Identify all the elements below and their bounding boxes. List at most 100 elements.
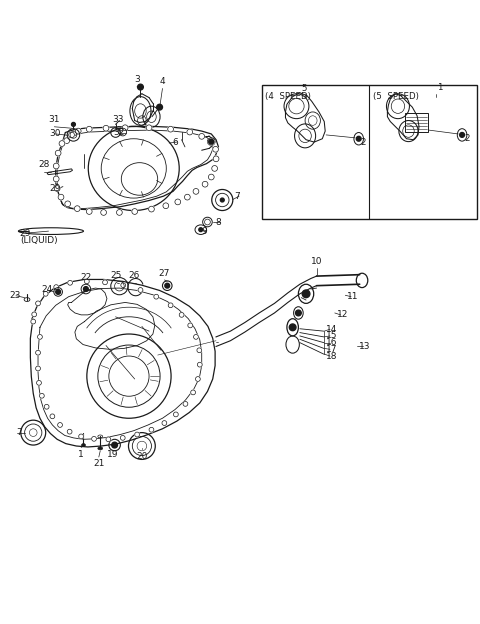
Circle shape (58, 194, 64, 200)
Circle shape (37, 334, 42, 339)
Circle shape (199, 228, 203, 232)
Circle shape (356, 137, 361, 141)
Text: 11: 11 (347, 292, 359, 301)
Circle shape (149, 206, 155, 212)
Circle shape (86, 208, 92, 215)
Circle shape (157, 104, 162, 110)
Circle shape (75, 128, 81, 134)
Circle shape (213, 147, 218, 152)
Circle shape (121, 283, 126, 288)
Circle shape (183, 401, 188, 406)
Circle shape (179, 313, 184, 317)
Circle shape (191, 390, 195, 395)
Circle shape (64, 138, 70, 144)
Circle shape (72, 122, 75, 126)
Circle shape (163, 203, 168, 208)
Circle shape (188, 323, 192, 328)
Text: 33: 33 (112, 115, 124, 124)
Text: 16: 16 (326, 338, 337, 347)
Text: 17: 17 (326, 345, 337, 354)
Circle shape (74, 206, 80, 212)
Circle shape (117, 210, 122, 215)
Circle shape (103, 280, 108, 285)
Circle shape (213, 156, 219, 162)
Text: (4  SPEED): (4 SPEED) (265, 92, 311, 101)
Ellipse shape (82, 444, 85, 447)
Circle shape (86, 126, 92, 132)
Text: 29: 29 (20, 228, 31, 238)
Circle shape (195, 377, 200, 381)
Circle shape (84, 286, 88, 291)
Text: 2: 2 (464, 134, 469, 144)
Circle shape (193, 188, 199, 194)
Circle shape (43, 291, 48, 296)
Text: 6: 6 (172, 138, 178, 147)
Circle shape (135, 432, 140, 437)
Circle shape (165, 283, 169, 288)
Circle shape (58, 422, 62, 427)
Text: 15: 15 (326, 331, 337, 341)
Circle shape (138, 288, 143, 293)
Circle shape (197, 348, 202, 353)
Circle shape (202, 182, 208, 187)
Text: 19: 19 (108, 450, 119, 459)
Text: 25: 25 (111, 271, 122, 280)
Text: 14: 14 (326, 324, 337, 334)
Circle shape (132, 208, 138, 215)
Text: 18: 18 (326, 351, 337, 361)
Bar (405, 113, 428, 132)
Circle shape (112, 442, 118, 448)
Circle shape (36, 350, 40, 355)
Circle shape (175, 199, 180, 205)
Text: 27: 27 (159, 268, 170, 278)
Circle shape (53, 163, 59, 169)
Text: 9: 9 (202, 227, 207, 236)
Circle shape (460, 132, 465, 137)
Text: 31: 31 (48, 115, 60, 124)
Text: 4: 4 (160, 77, 165, 86)
Circle shape (32, 312, 36, 317)
Circle shape (212, 165, 217, 172)
Text: (LIQUID): (LIQUID) (20, 236, 58, 245)
Bar (262, 85, 477, 218)
Circle shape (122, 125, 128, 130)
Circle shape (59, 140, 65, 147)
Text: 28: 28 (38, 160, 49, 169)
Circle shape (149, 427, 154, 432)
Text: 2: 2 (360, 138, 366, 147)
Text: 21: 21 (93, 459, 105, 469)
Circle shape (154, 295, 158, 299)
Text: 8: 8 (215, 218, 221, 227)
Text: 3: 3 (134, 75, 140, 84)
Circle shape (101, 210, 107, 215)
Circle shape (50, 414, 55, 419)
Circle shape (36, 381, 41, 385)
Text: 26: 26 (128, 271, 139, 280)
Circle shape (65, 201, 71, 207)
Circle shape (209, 139, 214, 144)
Text: 12: 12 (336, 310, 348, 319)
Circle shape (208, 139, 214, 145)
Circle shape (44, 404, 49, 409)
Circle shape (302, 290, 310, 298)
Circle shape (168, 303, 173, 308)
Circle shape (173, 412, 178, 417)
Circle shape (67, 429, 72, 434)
Circle shape (103, 125, 109, 131)
Circle shape (193, 334, 198, 339)
Text: 30: 30 (49, 129, 60, 139)
Circle shape (120, 436, 125, 441)
Circle shape (187, 129, 192, 135)
Circle shape (296, 310, 301, 316)
Circle shape (184, 194, 190, 200)
Circle shape (53, 176, 59, 182)
Circle shape (36, 301, 40, 306)
Text: 1: 1 (78, 450, 84, 459)
Circle shape (199, 134, 204, 139)
Circle shape (55, 150, 61, 156)
Circle shape (39, 393, 44, 398)
Text: 29: 29 (49, 184, 61, 193)
Circle shape (36, 366, 40, 371)
Circle shape (54, 285, 59, 290)
Circle shape (197, 363, 202, 367)
